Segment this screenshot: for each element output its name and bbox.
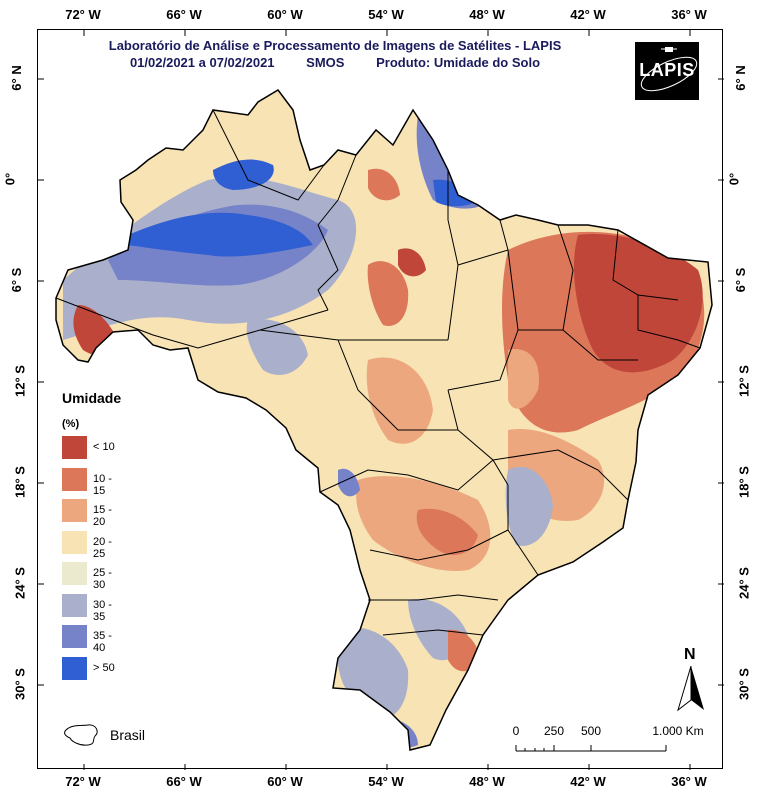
- legend-label: 25 - 30: [93, 567, 112, 591]
- zone-30-35-minas: [505, 466, 553, 546]
- lat-label-right: 6° S: [732, 267, 748, 293]
- lat-label-left: 30° S: [12, 668, 28, 700]
- legend-swatch: [62, 499, 87, 522]
- title-line2: 01/02/2021 a 07/02/2021 SMOS Produto: Um…: [50, 54, 620, 71]
- title-sensor: SMOS: [306, 55, 345, 70]
- lon-label-top: 54° W: [368, 7, 404, 22]
- legend-label: 10 - 15: [93, 472, 112, 497]
- lon-label-bottom: 66° W: [166, 774, 202, 789]
- scale-label: 250: [543, 724, 565, 738]
- lon-label-bottom: 60° W: [267, 774, 303, 789]
- lon-label-top: 36° W: [671, 7, 707, 22]
- legend-title: Umidade: [62, 390, 122, 406]
- zone-10-15-sao-paulo-west: [416, 508, 478, 555]
- zone-35-40-pantanal: [338, 468, 360, 497]
- scale-bar-graphic: [515, 745, 667, 752]
- lon-label-bottom: 54° W: [368, 774, 404, 789]
- lat-label-left: 6° N: [9, 65, 25, 91]
- legend-label: 15 - 20: [93, 504, 112, 528]
- scale-label: 1.000 Km: [652, 724, 704, 738]
- outline-legend: Brasil: [62, 722, 145, 753]
- legend-label: < 10: [93, 441, 115, 453]
- legend-swatch: [62, 436, 87, 459]
- legend-item: < 10: [62, 436, 121, 468]
- lat-label-right: 24° S: [736, 567, 752, 599]
- lon-label-top: 42° W: [570, 7, 606, 22]
- brazil-outline-icon: [64, 724, 98, 746]
- north-label: N: [684, 646, 696, 663]
- map-frame: [37, 29, 724, 770]
- graticule-ticks: [38, 30, 724, 770]
- legend-item: 30 - 35: [62, 593, 121, 626]
- lat-label-left: 18° S: [12, 466, 28, 498]
- zone-15-20-bahia-west: [508, 349, 539, 409]
- legend-item: 35 - 40: [62, 625, 121, 657]
- zone-above-50-roraima: [213, 159, 274, 190]
- lon-label-top: 66° W: [166, 7, 202, 22]
- zone-10-15-para-north: [368, 168, 400, 201]
- lon-label-bottom: 42° W: [570, 774, 606, 789]
- outline-legend-label: Brasil: [110, 727, 146, 743]
- lat-label-right: 18° S: [736, 466, 752, 498]
- legend-swatch: [62, 656, 87, 680]
- zone-above-50-amazon: [128, 212, 313, 257]
- lon-label-bottom: 36° W: [671, 774, 707, 789]
- satellite-orbit-icon: [640, 47, 698, 92]
- lon-label-top: 72° W: [65, 7, 101, 22]
- scale-label: 500: [580, 724, 602, 738]
- legend-item: 25 - 30: [62, 562, 121, 594]
- zone-below-10-para: [398, 248, 426, 277]
- legend-item: 20 - 25: [62, 530, 121, 563]
- lon-label-bottom: 72° W: [65, 774, 101, 789]
- north-arrow-icon: [677, 666, 704, 712]
- lat-label-right: 12° S: [736, 365, 752, 397]
- logo-text: LAPIS: [639, 60, 695, 80]
- legend-swatch: [62, 467, 87, 491]
- lat-label-right: 0°: [726, 172, 742, 186]
- lapis-logo: LAPIS: [635, 42, 699, 100]
- lat-label-left: 12° S: [12, 365, 28, 397]
- legend-unit: (%): [62, 418, 80, 430]
- title-period: 01/02/2021 a 07/02/2021: [129, 55, 275, 70]
- legend-label: 30 - 35: [93, 598, 112, 623]
- title-product: Produto: Umidade do Solo: [376, 55, 541, 70]
- legend-swatch: [62, 530, 87, 554]
- legend-swatch: [62, 562, 87, 585]
- soil-moisture-map: [38, 30, 724, 770]
- lon-label-top: 60° W: [267, 7, 303, 22]
- legend-item: 10 - 15: [62, 467, 121, 500]
- lat-label-right: 30° S: [736, 668, 752, 700]
- lat-label-right: 6° N: [733, 65, 749, 91]
- legend: Umidade (%) < 10 10 - 15 15 - 20 20 - 25…: [62, 390, 121, 688]
- legend-label: > 50: [93, 661, 115, 674]
- lat-label-left: 0°: [2, 172, 18, 186]
- map-title: Laboratório de Análise e Processamento d…: [50, 37, 620, 71]
- scale-label: 0: [512, 724, 520, 738]
- legend-label: 20 - 25: [93, 535, 112, 560]
- lon-label-bottom: 48° W: [469, 774, 505, 789]
- lon-label-top: 48° W: [469, 7, 505, 22]
- north-arrow: N: [676, 646, 706, 712]
- legend-item: > 50: [62, 656, 121, 689]
- legend-label: 35 - 40: [93, 630, 112, 654]
- legend-swatch: [62, 593, 87, 617]
- title-line1: Laboratório de Análise e Processamento d…: [108, 38, 562, 53]
- lat-label-left: 6° S: [8, 267, 24, 293]
- zone-10-15-para-south: [367, 261, 409, 326]
- zone-15-20-tocantins: [366, 357, 433, 444]
- lat-label-left: 24° S: [12, 567, 28, 599]
- legend-swatch: [62, 625, 87, 648]
- zone-30-35-rondonia: [246, 319, 308, 375]
- legend-item: 15 - 20: [62, 499, 121, 531]
- state-borders: [55, 109, 701, 636]
